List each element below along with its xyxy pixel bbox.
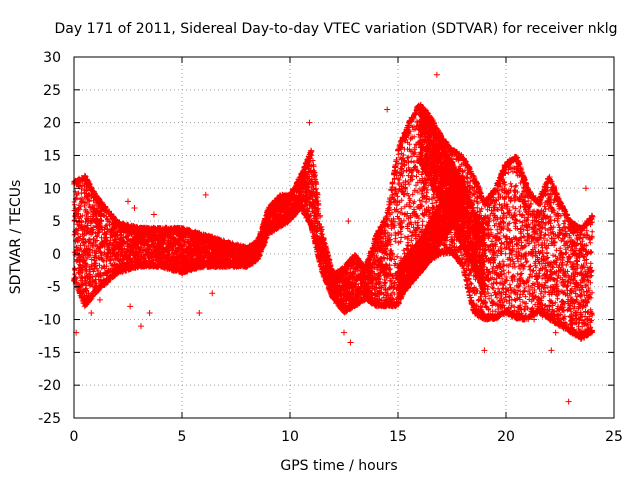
outlier-point: [582, 185, 589, 192]
y-axis-label: SDTVAR / TECUs: [8, 180, 24, 295]
x-tick-label: 20: [497, 429, 515, 445]
outlier-point: [384, 106, 391, 113]
outlier-point: [125, 198, 131, 205]
chart-title: Day 171 of 2011, Sidereal Day-to-day VTE…: [55, 21, 618, 37]
y-tick-label: -5: [47, 280, 61, 296]
plot-frame: [73, 56, 615, 419]
outlier-point: [433, 71, 440, 78]
outlier-point: [341, 329, 347, 336]
x-tick-label: 10: [281, 429, 299, 445]
y-tick-label: 25: [43, 83, 61, 99]
outlier-point: [131, 204, 138, 211]
outlier-point: [209, 290, 216, 297]
outlier-point: [552, 329, 559, 336]
outlier-point: [565, 398, 572, 405]
outlier-point: [202, 191, 209, 198]
outlier-point: [88, 309, 95, 316]
y-tick-label: 10: [43, 181, 61, 197]
y-tick-label: 0: [52, 247, 61, 263]
outlier-point: [481, 347, 488, 354]
outlier-point: [96, 296, 103, 303]
y-tick-label: 30: [43, 50, 61, 66]
outlier-point: [261, 218, 268, 225]
x-tick-label: 15: [389, 429, 407, 445]
outlier-point: [345, 218, 352, 225]
axes: 0 5 10 15 20 25 -25 -20 -15 -10 -5 0 5 10 15 20 25 30: [38, 50, 623, 445]
y-tick-label: 15: [43, 148, 61, 164]
x-tick-label: 5: [178, 429, 187, 445]
outlier-point: [196, 309, 203, 316]
outlier-point: [150, 211, 157, 218]
outlier-point: [306, 119, 313, 126]
y-tick-label: -20: [38, 378, 61, 394]
outlier-point: [127, 303, 134, 310]
x-tick-label: 25: [605, 429, 623, 445]
outlier-point: [531, 316, 538, 323]
outlier-point: [347, 339, 354, 346]
x-tick-label: 0: [70, 429, 79, 445]
y-tick-label: -10: [38, 313, 61, 329]
outlier-point: [146, 309, 153, 316]
data-points: [71, 71, 596, 405]
y-tick-label: -25: [38, 411, 61, 427]
outlier-point: [137, 323, 144, 330]
y-tick-label: 20: [43, 116, 61, 132]
y-tick-label: -15: [38, 345, 61, 361]
outlier-point: [548, 347, 555, 354]
x-axis-label: GPS time / hours: [280, 458, 397, 474]
series-points-2: [395, 173, 466, 302]
y-tick-label: 5: [52, 214, 61, 230]
